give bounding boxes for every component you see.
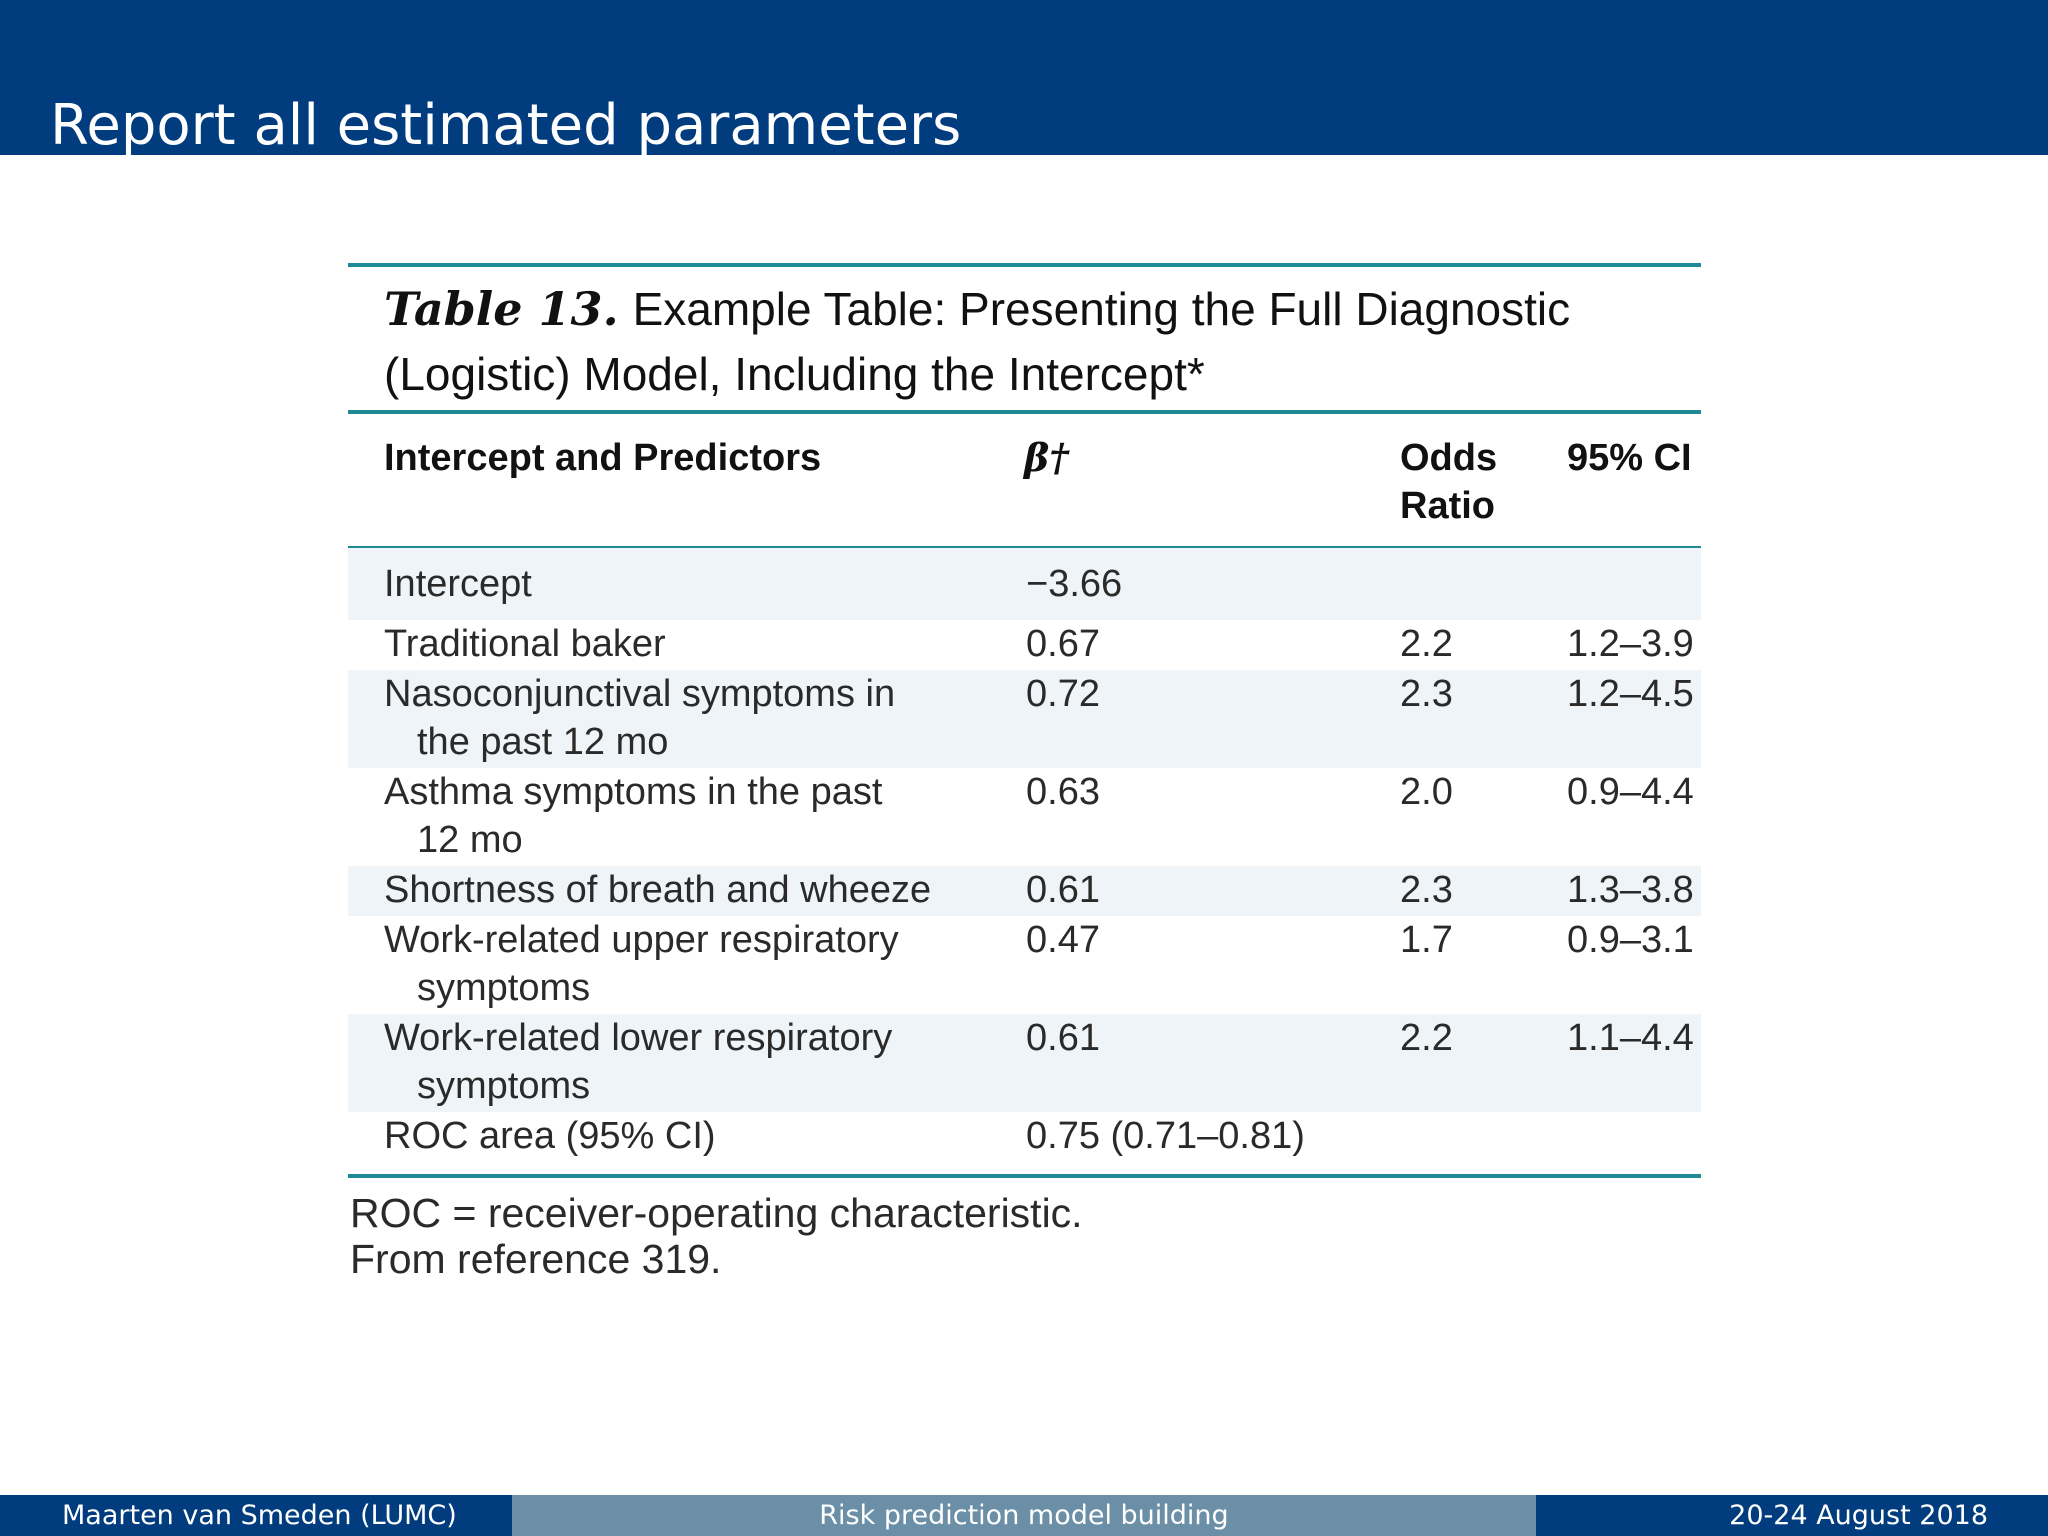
footer-date-panel: 20-24 August 2018 [1536,1495,2048,1536]
cell-ci: 0.9–3.1 [1567,919,1694,961]
cell-ci: 1.2–3.9 [1567,623,1694,665]
table-caption-label: Table 13. [384,282,619,336]
cell-predictor: ROC area (95% CI) [384,1112,994,1160]
cell-odds-ratio: 2.3 [1400,869,1453,911]
table-body: Intercept −3.66 Traditional baker 0.67 2.2 1.… [348,548,1701,1162]
table-row: Nasoconjunctival symptoms in the past 12 … [348,670,1701,768]
cell-predictor: Nasoconjunctival symptoms in the past 12 … [384,670,994,766]
cell-beta: 0.72 [1026,673,1100,715]
cell-ci: 1.1–4.4 [1567,1017,1694,1059]
cell-predictor-continuation: symptoms [417,967,591,1009]
cell-predictor: Traditional baker [384,620,994,668]
cell-ci: 0.9–4.4 [1567,771,1694,813]
cell-predictor-text: ROC area (95% CI) [384,1115,716,1157]
header-beta: β† [1024,435,1070,480]
cell-predictor: Intercept [384,560,994,608]
footer-date: 20-24 August 2018 [1729,1500,1988,1531]
table-caption-text: Example Table: Presenting the Full Diagn… [384,283,1571,400]
table-row: Intercept −3.66 [348,548,1701,620]
cell-predictor-continuation: 12 mo [417,819,523,861]
cell-beta: 0.47 [1026,919,1100,961]
table-bottom-rule [348,1174,1701,1178]
slide-header-bar: Report all estimated parameters [0,0,2048,158]
cell-predictor-continuation: the past 12 mo [417,721,669,763]
footer-title-panel: Risk prediction model building [512,1495,1536,1536]
cell-predictor: Shortness of breath and wheeze [384,866,994,914]
cell-predictor-text: Nasoconjunctival symptoms in [384,673,896,715]
table-footnotes: ROC = receiver-operating characteristic.… [348,1190,1701,1282]
table-top-rule [348,263,1701,267]
cell-predictor: Work-related upper respiratory symptoms [384,916,994,1012]
cell-beta: 0.75 (0.71–0.81) [1026,1115,1305,1157]
table-row: Asthma symptoms in the past 12 mo 0.63 2.0 0… [348,768,1701,866]
table-figure: Table 13. Example Table: Presenting the F… [348,263,1701,1282]
cell-odds-ratio: 2.2 [1400,623,1453,665]
footnote-line: ROC = receiver-operating characteristic. [350,1190,1083,1236]
cell-odds-ratio: 2.2 [1400,1017,1453,1059]
table-row: Shortness of breath and wheeze 0.61 2.3 1.3… [348,866,1701,916]
cell-beta: 0.67 [1026,623,1100,665]
table-caption: Table 13. Example Table: Presenting the F… [348,267,1701,410]
slide-footer: Maarten van Smeden (LUMC) Risk predictio… [0,1495,2048,1536]
table-row: Work-related upper respiratory symptoms 0.… [348,916,1701,1014]
table-row: Traditional baker 0.67 2.2 1.2–3.9 [348,620,1701,670]
cell-ci: 1.2–4.5 [1567,673,1694,715]
cell-predictor-continuation: symptoms [417,1065,591,1107]
footer-author-panel: Maarten van Smeden (LUMC) [0,1495,512,1536]
table-row: Work-related lower respiratory symptoms 0.… [348,1014,1701,1112]
cell-odds-ratio: 2.3 [1400,673,1453,715]
cell-predictor-text: Work-related lower respiratory [384,1017,893,1059]
footer-author: Maarten van Smeden (LUMC) [62,1500,457,1531]
cell-predictor-text: Traditional baker [384,623,666,665]
header-odds-ratio: Odds Ratio [1400,437,1498,527]
cell-predictor-text: Intercept [384,563,532,605]
cell-beta: 0.61 [1026,869,1100,911]
header-predictors: Intercept and Predictors [384,437,822,479]
cell-beta: −3.66 [1026,563,1123,605]
cell-beta: 0.61 [1026,1017,1100,1059]
cell-predictor-text: Shortness of breath and wheeze [384,869,932,911]
cell-predictor: Asthma symptoms in the past 12 mo [384,768,994,864]
cell-beta: 0.63 [1026,771,1100,813]
cell-predictor: Work-related lower respiratory symptoms [384,1014,994,1110]
table-header: Intercept and Predictors β† Odds Ratio 9… [348,414,1701,548]
footer-talk-title: Risk prediction model building [819,1500,1229,1531]
cell-predictor-text: Work-related upper respiratory [384,919,899,961]
header-ci: 95% CI [1567,437,1692,479]
table-header-rule [348,410,1701,414]
table-row: ROC area (95% CI) 0.75 (0.71–0.81) [348,1112,1701,1162]
cell-odds-ratio: 1.7 [1400,919,1453,961]
cell-ci: 1.3–3.8 [1567,869,1694,911]
cell-odds-ratio: 2.0 [1400,771,1453,813]
slide-title: Report all estimated parameters [50,92,962,158]
cell-predictor-text: Asthma symptoms in the past [384,771,883,813]
footnote-line: From reference 319. [350,1236,722,1282]
